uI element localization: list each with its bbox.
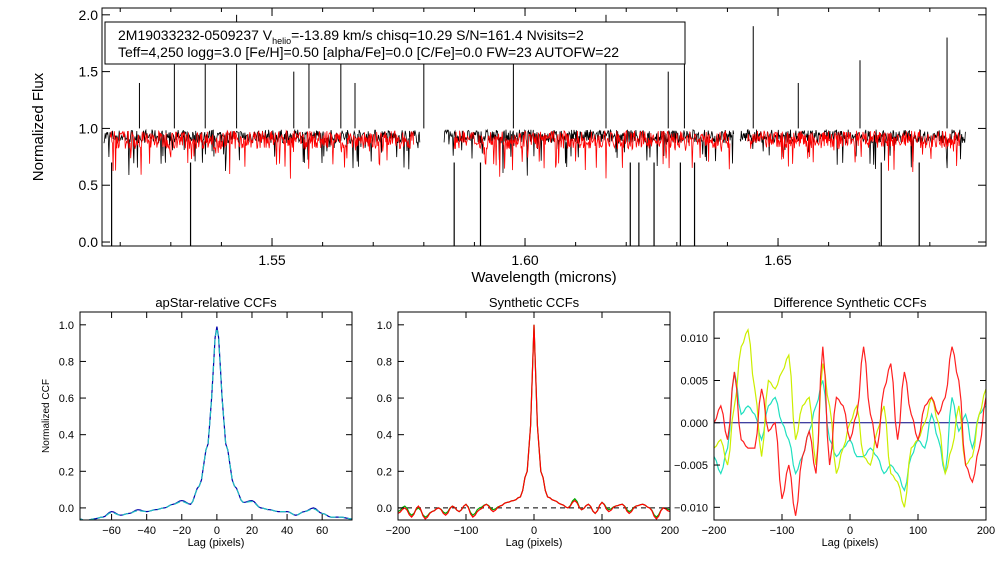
y-tick-label: 0.4	[59, 430, 74, 442]
x-tick-label: −60	[102, 525, 121, 537]
x-tick-label: 0	[531, 525, 537, 537]
x-tick-label: 0	[847, 525, 853, 537]
y-tick-label: 0.005	[680, 375, 708, 387]
y-tick-label: 1.0	[377, 320, 392, 332]
y-tick-label: 1.0	[59, 320, 74, 332]
x-tick-label: 100	[593, 525, 611, 537]
plot-panel-2	[397, 311, 671, 521]
helio-subscript: helio	[272, 36, 291, 46]
x-tick-label: −200	[702, 525, 727, 537]
y-tick-label: 0.010	[680, 333, 708, 345]
x-tick-label: −100	[454, 525, 479, 537]
x-tick-label: 200	[977, 525, 995, 537]
ccf-line-diff-yellow	[714, 327, 986, 508]
spectrum-model-chip-2	[747, 130, 961, 173]
ccf-line-ccf-2	[80, 328, 352, 520]
y-tick-label: −0.005	[674, 460, 708, 472]
spectrum-model-chip-0	[109, 129, 415, 179]
panel-title: apStar-relative CCFs	[155, 295, 277, 310]
plot-frame	[397, 311, 671, 521]
x-axis-label: Lag (pixels)	[506, 537, 563, 549]
x-tick-label: 1.65	[764, 252, 791, 268]
plot-frame	[79, 311, 353, 521]
x-tick-label: 0	[214, 525, 220, 537]
y-tick-label: 0.2	[377, 466, 392, 478]
x-tick-label: −100	[770, 525, 795, 537]
x-tick-label: 1.60	[511, 252, 538, 268]
ccf-line-ccf-a	[398, 324, 670, 518]
y-tick-label: 0.4	[377, 430, 392, 442]
spectrum-model-chip-1	[453, 129, 731, 179]
panel-title: Synthetic CCFs	[489, 295, 580, 310]
y-tick-label: 1.5	[79, 64, 99, 80]
y-tick-label: −0.010	[674, 502, 708, 514]
x-axis-label: Lag (pixels)	[822, 537, 879, 549]
y-tick-label: 0.000	[680, 418, 708, 430]
data-layer	[398, 324, 670, 520]
y-tick-label: 0.8	[377, 356, 392, 368]
x-tick-label: 20	[246, 525, 258, 537]
object-id: 2M19033232-0509237 V	[118, 27, 273, 43]
ccf-line-diff-red	[714, 346, 986, 516]
data-layer	[80, 326, 352, 520]
x-axis-label: Wavelength (microns)	[471, 269, 616, 286]
y-tick-label: 0.0	[59, 503, 74, 515]
x-tick-label: 40	[281, 525, 293, 537]
y-tick-label: 2.0	[79, 7, 99, 23]
y-tick-label: 0.6	[59, 393, 74, 405]
x-tick-label: −20	[172, 525, 191, 537]
y-tick-label: 0.0	[377, 503, 392, 515]
ccf-line-ccf	[80, 326, 352, 520]
data-layer	[103, 14, 966, 246]
y-tick-label: 0.5	[79, 177, 99, 193]
plot-frame	[713, 311, 987, 521]
x-tick-label: −200	[386, 525, 411, 537]
y-tick-label: 0.2	[59, 466, 74, 478]
y-tick-label: 0.8	[59, 356, 74, 368]
plot-frame	[101, 7, 987, 247]
info-box	[104, 21, 686, 65]
plot-panel-3	[713, 311, 987, 521]
x-tick-label: 60	[316, 525, 328, 537]
spectrum-observed-chip-1	[443, 128, 735, 176]
y-axis-label: Normalized Flux	[30, 72, 47, 181]
y-tick-label: 0.0	[79, 234, 99, 250]
info-line-1: 2M19033232-0509237 Vhelio=-13.89 km/s ch…	[118, 27, 584, 46]
x-axis-label: Lag (pixels)	[188, 537, 245, 549]
ccf-line-ccf-b	[398, 324, 670, 520]
info-line-2: Teff=4,250 logg=3.0 [Fe/H]=0.50 [alpha/F…	[118, 44, 619, 60]
x-tick-label: 1.55	[258, 252, 285, 268]
data-layer	[714, 327, 986, 516]
x-tick-label: 200	[661, 525, 679, 537]
plot-panel-0: 2M19033232-0509237 Vhelio=-13.89 km/s ch…	[101, 7, 987, 247]
y-tick-label: 0.6	[377, 393, 392, 405]
x-tick-label: −40	[137, 525, 156, 537]
y-axis-label: Normalized CCF	[41, 379, 52, 453]
plot-panel-1	[79, 311, 353, 521]
x-tick-label: 100	[909, 525, 927, 537]
fit-stats: =-13.89 km/s chisq=10.29 S/N=161.4 Nvisi…	[291, 27, 584, 43]
panel-title: Difference Synthetic CCFs	[774, 295, 927, 310]
y-tick-label: 1.0	[79, 120, 99, 136]
